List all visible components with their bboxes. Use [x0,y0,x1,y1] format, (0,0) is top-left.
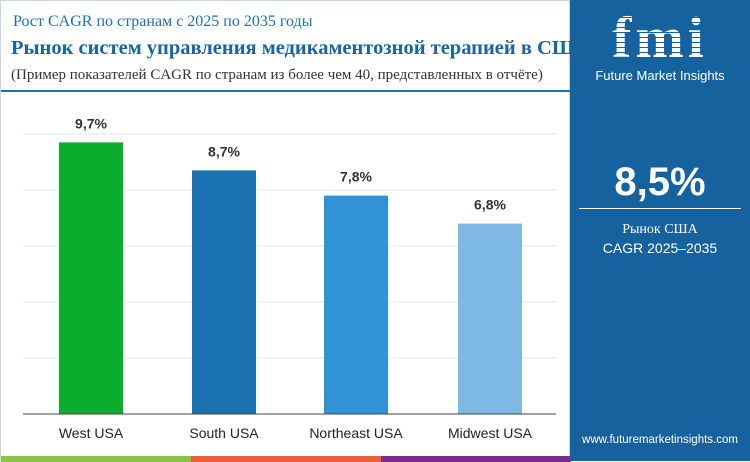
bar-0 [59,142,123,414]
bar-2 [324,195,388,414]
website-link[interactable]: www.futuremarketinsights.com [582,434,738,446]
footer-strip-green [1,456,191,462]
header-divider [1,90,571,92]
market-label: Рынок США [622,222,698,237]
headline-cagr: 8,5% [614,160,706,204]
chart-note: (Пример показателей CAGR по странам из б… [11,67,543,83]
cagr-period: CAGR 2025–2035 [602,240,718,256]
category-label: Midwest USA [448,425,533,441]
divider [579,208,741,209]
data-label: 8,7% [208,143,240,159]
data-label: 6,8% [474,197,506,213]
chart-title: Рынок систем управления медикаментозной … [11,37,590,59]
chart-panel: Рост CAGR по странам с 2025 по 2035 годы… [0,0,589,462]
summary-sidebar: fmi Future Market Insights 8,5% Рынок СШ… [570,0,750,461]
logo-name: Future Market Insights [595,68,725,83]
data-label: 9,7% [75,115,107,131]
category-label: West USA [59,425,124,441]
chart-subtitle: Рост CAGR по странам с 2025 по 2035 годы [13,13,313,30]
category-label: South USA [189,425,259,441]
data-label: 7,8% [340,169,372,185]
bar-3 [458,223,522,414]
logo-mark: fmi [570,8,750,68]
bar-1 [192,170,256,414]
category-label: Northeast USA [309,425,403,441]
fmi-logo: fmi Future Market Insights [570,8,750,84]
bar-chart: 9,7% West USA 8,7% South USA 7,8% Northeast U… [23,115,556,441]
footer-strip-purple [381,456,571,462]
footer-strip-orange [191,456,381,462]
